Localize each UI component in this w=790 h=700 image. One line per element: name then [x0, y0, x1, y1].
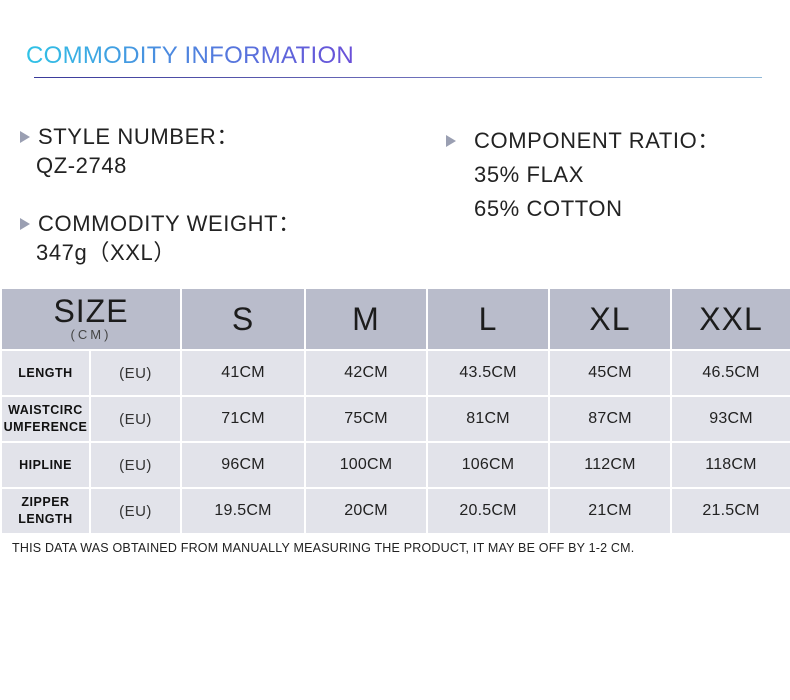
- column-header-l: L: [426, 287, 550, 351]
- table-cell: 87CM: [548, 395, 672, 443]
- row-label-line: LENGTH: [18, 365, 73, 380]
- measurement-footnote: THIS DATA WAS OBTAINED FROM MANUALLY MEA…: [12, 541, 635, 555]
- row-label-line: HIPLINE: [19, 457, 72, 472]
- table-cell: 21CM: [548, 487, 672, 535]
- table-row: LENGTH (EU) 41CM 42CM 43.5CM 45CM 46.5CM: [0, 349, 790, 397]
- column-header-s: S: [180, 287, 306, 351]
- size-table-header-row: SIZE (CM) S M L XL XXL: [0, 287, 790, 351]
- style-number-label: STYLE NUMBER：: [38, 124, 239, 149]
- row-unit: (EU): [89, 395, 182, 443]
- table-cell: 71CM: [180, 395, 306, 443]
- table-cell: 118CM: [670, 441, 790, 489]
- bullet-triangle-icon: [446, 135, 456, 147]
- table-cell: 43.5CM: [426, 349, 550, 397]
- component-ratio-block: COMPONENT RATIO： 35% FLAX 65% COTTON: [446, 124, 720, 226]
- table-row: WAISTCIRC UMFERENCE (EU) 71CM 75CM 81CM …: [0, 395, 790, 443]
- row-label-line: ZIPPER: [21, 495, 70, 509]
- commodity-weight-value: 347g（XXL）: [36, 240, 176, 265]
- table-row: HIPLINE (EU) 96CM 100CM 106CM 112CM 118C…: [0, 441, 790, 489]
- row-label-line: UMFERENCE: [3, 420, 88, 434]
- row-unit: (EU): [89, 349, 182, 397]
- row-unit: (EU): [89, 487, 182, 535]
- table-cell: 20.5CM: [426, 487, 550, 535]
- component-ratio-label: COMPONENT RATIO：: [474, 128, 720, 153]
- table-cell: 45CM: [548, 349, 672, 397]
- row-label-length: LENGTH: [0, 349, 91, 397]
- row-label-hipline: HIPLINE: [0, 441, 91, 489]
- table-cell: 19.5CM: [180, 487, 306, 535]
- column-header-xl: XL: [548, 287, 672, 351]
- commodity-weight-label: COMMODITY WEIGHT：: [38, 211, 301, 236]
- table-cell: 112CM: [548, 441, 672, 489]
- size-table: SIZE (CM) S M L XL XXL LENGTH (EU) 41CM …: [0, 287, 790, 535]
- component-ratio-value-2: 65% COTTON: [474, 196, 623, 221]
- row-label-line: LENGTH: [18, 512, 73, 526]
- size-header-cell: SIZE (CM): [0, 287, 182, 351]
- row-label-zipper: ZIPPER LENGTH: [0, 487, 91, 535]
- size-header-unit: (CM): [70, 327, 112, 342]
- table-cell: 93CM: [670, 395, 790, 443]
- table-cell: 21.5CM: [670, 487, 790, 535]
- table-cell: 20CM: [304, 487, 428, 535]
- title-divider: [34, 77, 762, 78]
- table-cell: 81CM: [426, 395, 550, 443]
- table-cell: 46.5CM: [670, 349, 790, 397]
- component-ratio-value-1: 35% FLAX: [474, 162, 584, 187]
- page-title: COMMODITY INFORMATION: [26, 42, 355, 69]
- column-header-xxl: XXL: [670, 287, 790, 351]
- table-row: ZIPPER LENGTH (EU) 19.5CM 20CM 20.5CM 21…: [0, 487, 790, 535]
- table-cell: 106CM: [426, 441, 550, 489]
- size-header-label: SIZE: [53, 293, 129, 329]
- column-header-m: M: [304, 287, 428, 351]
- row-label-waist: WAISTCIRC UMFERENCE: [0, 395, 91, 443]
- table-cell: 75CM: [304, 395, 428, 443]
- style-number-block: STYLE NUMBER： QZ-2748: [20, 122, 239, 180]
- row-unit: (EU): [89, 441, 182, 489]
- table-cell: 100CM: [304, 441, 428, 489]
- table-cell: 41CM: [180, 349, 306, 397]
- commodity-weight-block: COMMODITY WEIGHT： 347g（XXL）: [20, 209, 301, 267]
- style-number-value: QZ-2748: [36, 153, 128, 178]
- table-cell: 96CM: [180, 441, 306, 489]
- bullet-triangle-icon: [20, 130, 30, 143]
- table-cell: 42CM: [304, 349, 428, 397]
- bullet-triangle-icon: [20, 217, 30, 230]
- row-label-line: WAISTCIRC: [8, 403, 83, 417]
